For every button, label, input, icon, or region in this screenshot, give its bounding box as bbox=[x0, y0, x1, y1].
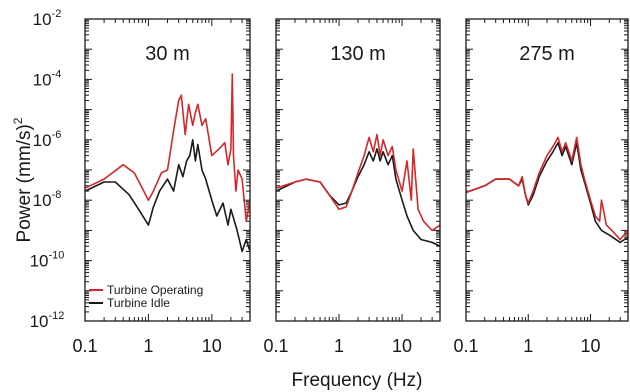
series-line-turbine-idle bbox=[276, 148, 440, 247]
series-line-turbine-idle bbox=[85, 139, 250, 253]
x-tick-label: 0.1 bbox=[453, 336, 478, 356]
x-tick-label: 0.1 bbox=[72, 336, 97, 356]
x-tick-label: 1 bbox=[143, 336, 153, 356]
panel-title: 275 m bbox=[519, 43, 575, 65]
x-tick-label: 1 bbox=[523, 336, 533, 356]
series-line-turbine-operating bbox=[276, 133, 440, 232]
x-tick-label: 10 bbox=[581, 336, 601, 356]
y-tick-labels: 10-2 10-4 10-6 10-8 10-10 10-12 bbox=[30, 8, 65, 331]
panel-frame bbox=[465, 18, 629, 322]
y-ticks-panel-2 bbox=[276, 18, 440, 322]
y-tick-label: 10-4 bbox=[33, 68, 62, 89]
legend-label-turbine-operating: Turbine Operating bbox=[107, 283, 203, 297]
x-tick-label: 1 bbox=[334, 336, 344, 356]
panel-1: 30 m 0.1 1 10 bbox=[72, 18, 251, 356]
legend-label-turbine-idle: Turbine Idle bbox=[107, 296, 170, 310]
series-line-turbine-operating bbox=[85, 73, 250, 223]
panel-title: 30 m bbox=[145, 43, 189, 65]
x-tick-label: 10 bbox=[392, 336, 412, 356]
panels: 30 m 0.1 1 10 130 m 0.1 1 10 275 m 0.1 1 10 bbox=[72, 18, 629, 356]
panel-frame bbox=[84, 18, 251, 322]
x-ticks-panel-3 bbox=[465, 19, 629, 321]
x-ticks-panel-1 bbox=[84, 19, 251, 321]
y-tick-label: 10-10 bbox=[30, 250, 65, 271]
x-tick-label: 10 bbox=[202, 336, 222, 356]
y-axis-label: Power (mm/s)2 bbox=[11, 117, 35, 242]
panel-frame bbox=[275, 18, 441, 322]
panel-2: 130 m 0.1 1 10 bbox=[263, 18, 441, 356]
x-axis-label: Frequency (Hz) bbox=[292, 370, 423, 391]
y-tick-label: 10-12 bbox=[30, 310, 65, 331]
panel-title: 130 m bbox=[330, 43, 386, 65]
y-ticks-panel-3 bbox=[466, 18, 628, 322]
series-line-turbine-operating bbox=[466, 136, 628, 241]
y-tick-label: 10-2 bbox=[33, 8, 62, 29]
y-tick-label: 10-6 bbox=[33, 129, 62, 150]
series-line-turbine-idle bbox=[466, 141, 628, 244]
y-tick-label: 10-8 bbox=[33, 189, 62, 210]
y-ticks-panel-1 bbox=[85, 18, 250, 322]
panel-3: 275 m 0.1 1 10 bbox=[453, 18, 629, 356]
x-tick-label: 0.1 bbox=[263, 336, 288, 356]
